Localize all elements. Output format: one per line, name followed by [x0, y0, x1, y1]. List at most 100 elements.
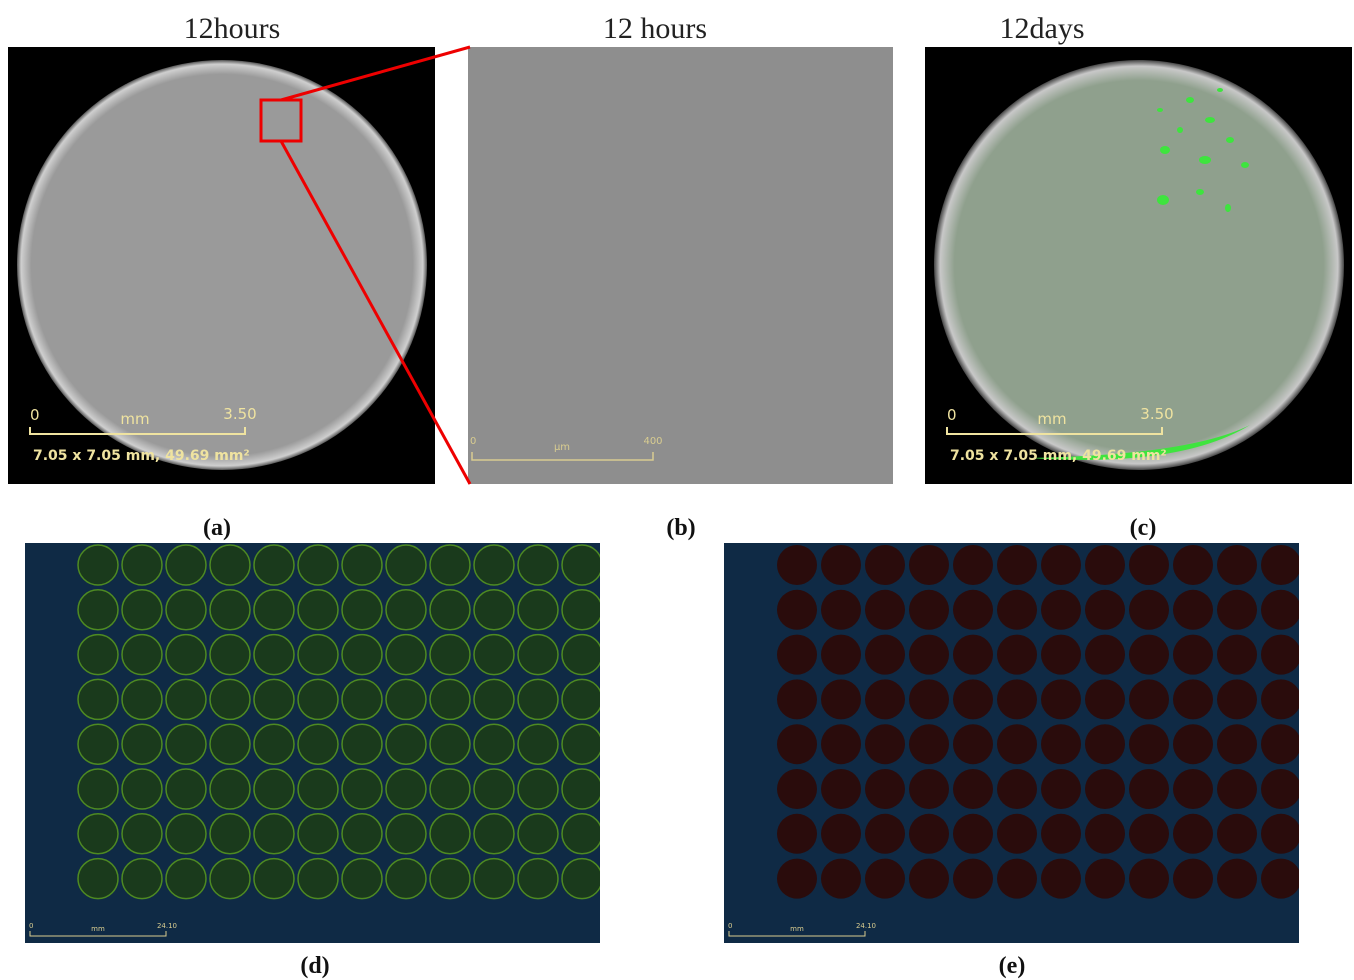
well: [909, 859, 949, 899]
well: [562, 545, 602, 585]
well: [821, 590, 861, 630]
well: [342, 590, 382, 630]
well: [386, 814, 426, 854]
well: [1085, 769, 1125, 809]
scale-text: µm: [554, 442, 570, 453]
well: [1085, 814, 1125, 854]
well: [518, 859, 558, 899]
well: [78, 814, 118, 854]
well: [1085, 724, 1125, 764]
scale-text: 0: [470, 436, 476, 447]
well: [909, 679, 949, 719]
well: [122, 679, 162, 719]
well: [254, 590, 294, 630]
well: [1129, 545, 1169, 585]
well: [386, 545, 426, 585]
well: [777, 814, 817, 854]
well: [821, 859, 861, 899]
well: [342, 814, 382, 854]
well: [122, 814, 162, 854]
well: [342, 545, 382, 585]
well: [1261, 590, 1301, 630]
well: [430, 859, 470, 899]
well: [518, 545, 558, 585]
well: [1041, 769, 1081, 809]
well: [386, 859, 426, 899]
well: [78, 590, 118, 630]
well: [386, 724, 426, 764]
well: [78, 724, 118, 764]
well: [562, 590, 602, 630]
well: [298, 679, 338, 719]
well: [1129, 814, 1169, 854]
well: [1085, 545, 1125, 585]
well: [342, 769, 382, 809]
well: [78, 545, 118, 585]
well: [298, 769, 338, 809]
scale-text: 3.50: [1140, 405, 1173, 423]
well: [1085, 635, 1125, 675]
well: [1129, 590, 1169, 630]
well: [210, 679, 250, 719]
well: [298, 545, 338, 585]
well: [474, 590, 514, 630]
scale-text: 0: [30, 406, 40, 424]
well: [777, 545, 817, 585]
title: 12hours: [184, 12, 281, 45]
well: [122, 635, 162, 675]
scale-text: mm: [1037, 410, 1066, 428]
well: [1085, 859, 1125, 899]
well: [865, 545, 905, 585]
well: [953, 635, 993, 675]
well: [777, 590, 817, 630]
dish: [17, 60, 427, 470]
figure: 12hours 12 hours 12days 0 mm 3.50 7.05 x…: [0, 0, 1354, 980]
scale-text: 0: [728, 922, 732, 930]
well: [1173, 590, 1213, 630]
scale-text: mm: [790, 925, 804, 933]
well: [386, 679, 426, 719]
well: [254, 724, 294, 764]
scale-text: mm: [91, 925, 105, 933]
well: [909, 769, 949, 809]
well: [210, 859, 250, 899]
well: [1217, 679, 1257, 719]
well: [1129, 635, 1169, 675]
well: [166, 769, 206, 809]
well: [122, 859, 162, 899]
well: [1041, 859, 1081, 899]
well: [166, 679, 206, 719]
well: [562, 814, 602, 854]
well: [909, 590, 949, 630]
well: [122, 769, 162, 809]
well: [777, 635, 817, 675]
well: [474, 635, 514, 675]
well: [997, 590, 1037, 630]
scale-text: mm: [120, 410, 149, 428]
scale-text: 3.50: [223, 405, 256, 423]
well: [1261, 814, 1301, 854]
well: [342, 859, 382, 899]
well: [909, 545, 949, 585]
well: [1217, 724, 1257, 764]
well: [562, 769, 602, 809]
well: [210, 769, 250, 809]
scale-text: 400: [643, 436, 662, 447]
well: [865, 590, 905, 630]
scale-text: 24.10: [856, 922, 876, 930]
well: [386, 769, 426, 809]
well: [865, 814, 905, 854]
well: [997, 724, 1037, 764]
well: [298, 590, 338, 630]
well: [953, 769, 993, 809]
well: [298, 859, 338, 899]
well: [78, 769, 118, 809]
well: [298, 635, 338, 675]
well: [1041, 724, 1081, 764]
well: [210, 814, 250, 854]
well: [562, 724, 602, 764]
well: [518, 590, 558, 630]
panel-label: (e): [999, 953, 1026, 979]
well: [430, 769, 470, 809]
well: [1041, 545, 1081, 585]
